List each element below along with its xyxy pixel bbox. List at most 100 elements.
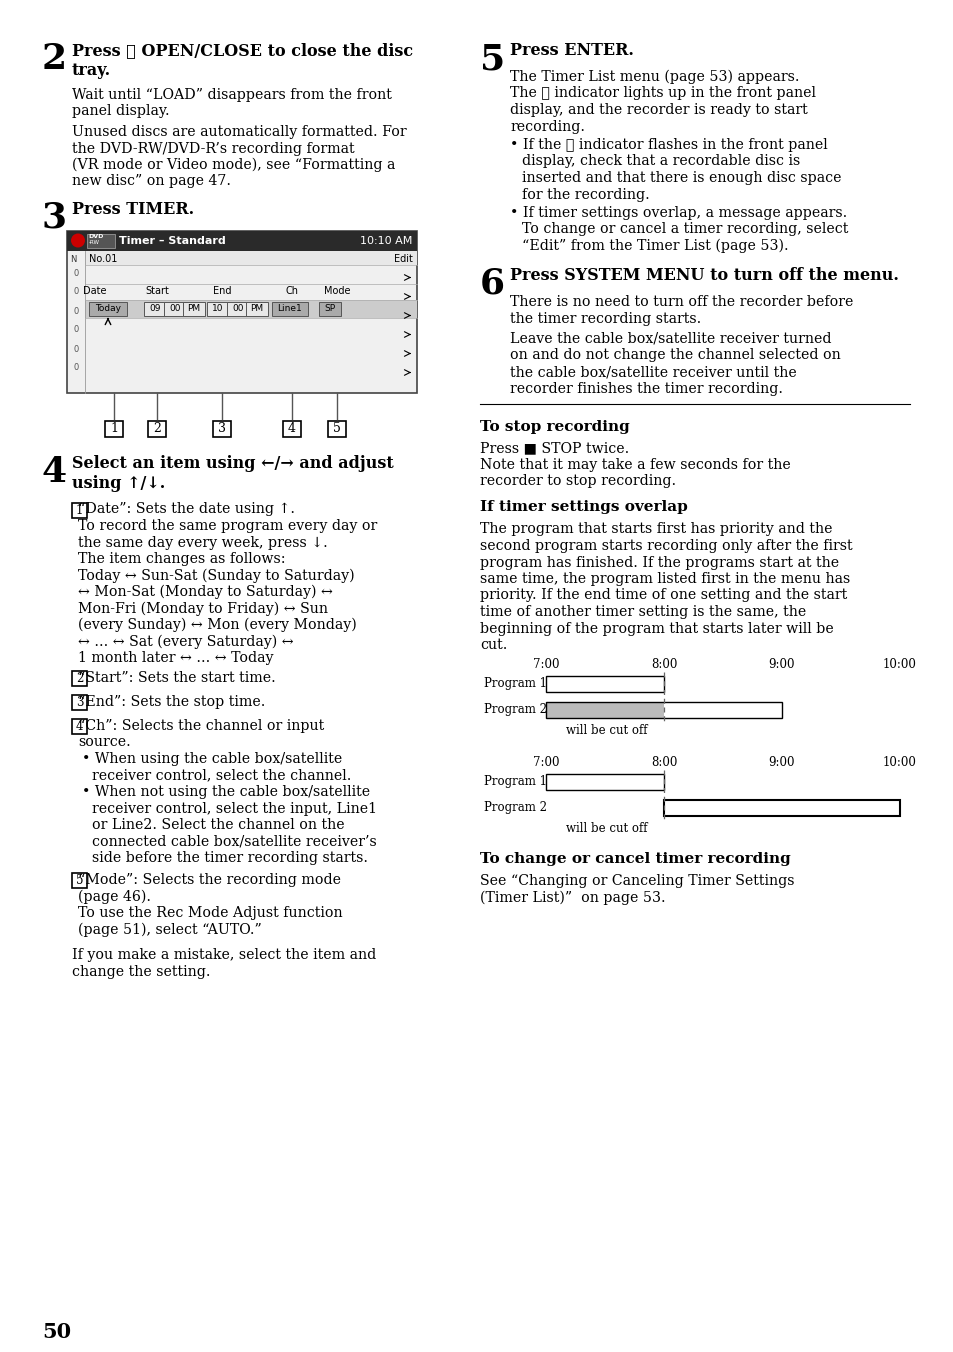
- Text: 7:00: 7:00: [532, 756, 558, 769]
- Text: Edit: Edit: [394, 254, 413, 264]
- Text: “End”: Sets the stop time.: “End”: Sets the stop time.: [78, 695, 265, 708]
- Bar: [545, 773, 663, 790]
- Text: second program starts recording only after the first: second program starts recording only aft…: [479, 539, 852, 553]
- Text: PM: PM: [187, 304, 200, 314]
- Text: To stop recording: To stop recording: [479, 419, 629, 434]
- Text: Ch: Ch: [285, 287, 298, 296]
- Text: Press TIMER.: Press TIMER.: [71, 200, 193, 218]
- Text: 8:00: 8:00: [650, 658, 677, 671]
- Text: If timer settings overlap: If timer settings overlap: [479, 500, 687, 515]
- Bar: [85, 300, 416, 318]
- Text: 10:00: 10:00: [882, 756, 916, 769]
- Text: 1: 1: [75, 503, 83, 516]
- Text: Start: Start: [145, 287, 169, 296]
- Text: 3: 3: [75, 696, 83, 708]
- Text: There is no need to turn off the recorder before: There is no need to turn off the recorde…: [510, 295, 853, 310]
- Text: To change or cancel a timer recording, select: To change or cancel a timer recording, s…: [521, 223, 847, 237]
- Text: 5: 5: [75, 873, 83, 887]
- Text: 0: 0: [73, 307, 78, 315]
- Text: Program 2: Program 2: [483, 802, 546, 814]
- Text: recording.: recording.: [510, 119, 584, 134]
- Text: time of another timer setting is the same, the: time of another timer setting is the sam…: [479, 604, 805, 619]
- Text: panel display.: panel display.: [71, 104, 170, 119]
- Text: Date: Date: [83, 287, 107, 296]
- Bar: [87, 234, 115, 247]
- Text: “Edit” from the Timer List (page 53).: “Edit” from the Timer List (page 53).: [521, 239, 788, 253]
- Text: The ⓣ indicator lights up in the front panel: The ⓣ indicator lights up in the front p…: [510, 87, 815, 100]
- Text: N: N: [70, 254, 76, 264]
- Text: Unused discs are automatically formatted. For: Unused discs are automatically formatted…: [71, 124, 406, 139]
- Bar: [105, 420, 123, 437]
- Text: 5: 5: [333, 422, 340, 435]
- Text: (page 46).: (page 46).: [78, 890, 151, 904]
- Text: side before the timer recording starts.: side before the timer recording starts.: [91, 850, 368, 865]
- Text: • If the ⓣ indicator flashes in the front panel: • If the ⓣ indicator flashes in the fron…: [510, 138, 827, 151]
- Text: or Line2. Select the channel on the: or Line2. Select the channel on the: [91, 818, 344, 831]
- Text: 00: 00: [169, 304, 180, 314]
- Text: To change or cancel timer recording: To change or cancel timer recording: [479, 852, 790, 867]
- Bar: [71, 719, 87, 734]
- Bar: [663, 800, 899, 817]
- Text: 6: 6: [479, 266, 504, 301]
- Text: Press ENTER.: Press ENTER.: [510, 42, 633, 59]
- Text: DVD: DVD: [88, 234, 103, 238]
- Text: on and do not change the channel selected on: on and do not change the channel selecte…: [510, 349, 840, 362]
- Text: 10: 10: [212, 304, 224, 314]
- Text: To record the same program every day or: To record the same program every day or: [78, 519, 376, 533]
- Text: 0: 0: [73, 288, 78, 296]
- Text: change the setting.: change the setting.: [71, 965, 211, 979]
- Text: 2: 2: [152, 422, 161, 435]
- Text: Mode: Mode: [323, 287, 350, 296]
- Text: priority. If the end time of one setting and the start: priority. If the end time of one setting…: [479, 588, 846, 603]
- Text: 10:10 AM: 10:10 AM: [359, 235, 412, 246]
- Bar: [148, 420, 166, 437]
- Bar: [283, 420, 301, 437]
- Text: the same day every week, press ↓.: the same day every week, press ↓.: [78, 535, 328, 549]
- Text: ↔ Mon-Sat (Monday to Saturday) ↔: ↔ Mon-Sat (Monday to Saturday) ↔: [78, 585, 333, 599]
- Text: using ↑/↓.: using ↑/↓.: [71, 475, 165, 492]
- Text: 0: 0: [73, 345, 78, 353]
- Text: tray.: tray.: [71, 62, 111, 78]
- Text: Press ■ STOP twice.: Press ■ STOP twice.: [479, 442, 629, 456]
- Text: same time, the program listed first in the menu has: same time, the program listed first in t…: [479, 572, 849, 585]
- Text: source.: source.: [78, 735, 131, 749]
- Text: The item changes as follows:: The item changes as follows:: [78, 552, 285, 566]
- Text: 1 month later ↔ ... ↔ Today: 1 month later ↔ ... ↔ Today: [78, 652, 274, 665]
- Text: display, check that a recordable disc is: display, check that a recordable disc is: [521, 154, 800, 169]
- Text: recorder to stop recording.: recorder to stop recording.: [479, 475, 676, 488]
- Text: (Timer List)”  on page 53.: (Timer List)” on page 53.: [479, 891, 665, 904]
- Text: 3: 3: [42, 200, 67, 234]
- Text: will be cut off: will be cut off: [565, 725, 647, 737]
- Bar: [545, 676, 663, 692]
- Text: 0: 0: [73, 326, 78, 334]
- Text: inserted and that there is enough disc space: inserted and that there is enough disc s…: [521, 170, 841, 185]
- Text: (every Sunday) ↔ Mon (every Monday): (every Sunday) ↔ Mon (every Monday): [78, 618, 356, 633]
- Text: 50: 50: [42, 1322, 71, 1343]
- Bar: [71, 503, 87, 518]
- Bar: [89, 301, 127, 315]
- Text: End: End: [213, 287, 231, 296]
- Bar: [71, 873, 87, 888]
- Bar: [207, 301, 229, 315]
- Text: cut.: cut.: [479, 638, 507, 652]
- Text: No.01: No.01: [89, 254, 117, 264]
- Text: Program 1: Program 1: [483, 776, 546, 788]
- Text: the DVD-RW/DVD-R’s recording format: the DVD-RW/DVD-R’s recording format: [71, 142, 355, 155]
- Bar: [67, 230, 416, 392]
- Text: 10:00: 10:00: [882, 658, 916, 671]
- Text: (page 51), select “AUTO.”: (page 51), select “AUTO.”: [78, 922, 261, 937]
- Text: 0: 0: [73, 269, 78, 277]
- Text: 7:00: 7:00: [532, 658, 558, 671]
- Text: ↔ ... ↔ Sat (every Saturday) ↔: ↔ ... ↔ Sat (every Saturday) ↔: [78, 634, 294, 649]
- Text: To use the Rec Mode Adjust function: To use the Rec Mode Adjust function: [78, 906, 342, 919]
- Bar: [183, 301, 205, 315]
- Text: program has finished. If the programs start at the: program has finished. If the programs st…: [479, 556, 839, 569]
- Text: receiver control, select the input, Line1: receiver control, select the input, Line…: [91, 802, 376, 815]
- Text: Note that it may take a few seconds for the: Note that it may take a few seconds for …: [479, 458, 790, 472]
- Text: “Date”: Sets the date using ↑.: “Date”: Sets the date using ↑.: [78, 503, 294, 516]
- Bar: [246, 301, 268, 315]
- Text: beginning of the program that starts later will be: beginning of the program that starts lat…: [479, 622, 833, 635]
- Text: SP: SP: [324, 304, 335, 314]
- Text: 4: 4: [42, 454, 67, 488]
- Text: 2: 2: [42, 42, 67, 76]
